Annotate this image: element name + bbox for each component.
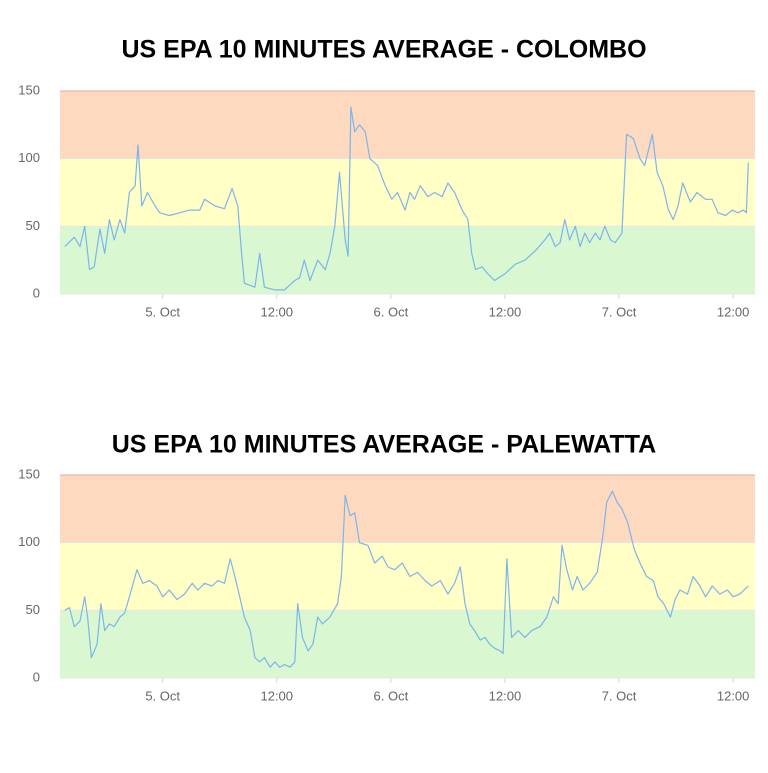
x-tick-label: 7. Oct (602, 304, 637, 319)
x-tick-label: 12:00 (717, 688, 750, 703)
y-tick-label: 100 (18, 150, 40, 165)
x-tick-label: 6. Oct (374, 304, 409, 319)
y-tick-label: 0 (33, 669, 40, 684)
chart-title: US EPA 10 MINUTES AVERAGE - PALEWATTA (112, 431, 656, 459)
plot-band (60, 91, 755, 159)
data-line (64, 490, 749, 668)
x-tick-label: 12:00 (260, 304, 293, 319)
x-tick-label: 7. Oct (602, 688, 637, 703)
plot-band (60, 475, 755, 543)
data-line (64, 106, 749, 291)
y-tick-label: 50 (26, 602, 40, 617)
x-tick-label: 12:00 (260, 688, 293, 703)
plot-band (60, 610, 755, 678)
y-tick-label: 150 (18, 466, 40, 481)
y-tick-label: 50 (26, 218, 40, 233)
plot-band (60, 158, 755, 227)
x-tick-label: 12:00 (489, 688, 522, 703)
plot-band (60, 226, 755, 294)
x-tick-label: 12:00 (489, 304, 522, 319)
x-tick-label: 12:00 (717, 304, 750, 319)
y-tick-label: 100 (18, 534, 40, 549)
x-tick-label: 5. Oct (145, 688, 180, 703)
y-tick-label: 0 (33, 285, 40, 300)
y-tick-label: 150 (18, 82, 40, 97)
x-tick-label: 6. Oct (374, 688, 409, 703)
chart-title: US EPA 10 MINUTES AVERAGE - COLOMBO (121, 36, 646, 64)
plot-band (60, 542, 755, 611)
x-tick-label: 5. Oct (145, 304, 180, 319)
